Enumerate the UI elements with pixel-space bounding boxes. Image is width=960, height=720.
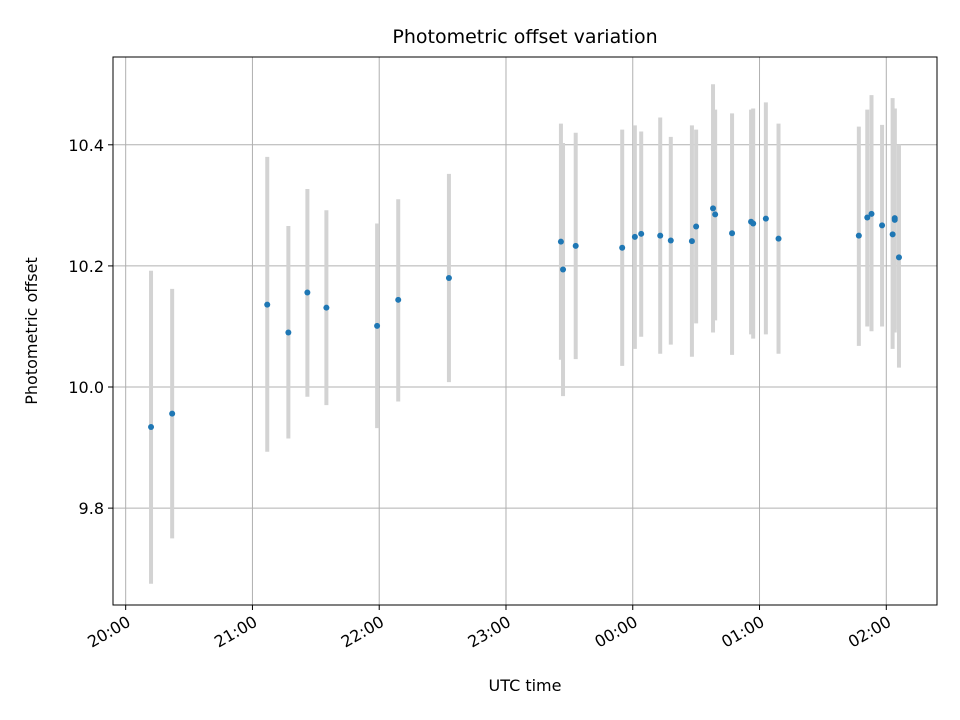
y-tick-label: 10.2 xyxy=(68,257,104,276)
x-tick-label: 22:00 xyxy=(338,612,387,652)
data-point xyxy=(775,235,782,242)
data-point xyxy=(304,289,311,296)
data-point xyxy=(895,254,902,261)
data-point xyxy=(891,215,898,222)
x-axis-ticks: 20:00 21:00 22:00 23:00 00:00 01:00 02:00 xyxy=(84,605,894,652)
data-point xyxy=(374,322,381,329)
data-point xyxy=(889,231,896,238)
plot-frame xyxy=(112,56,938,606)
data-point xyxy=(879,222,886,229)
x-tick-label: 20:00 xyxy=(84,612,133,652)
data-point xyxy=(693,223,700,230)
x-tick-label: 02:00 xyxy=(845,612,894,652)
data-point xyxy=(638,230,645,237)
x-axis-label: UTC time xyxy=(489,676,562,695)
data-point xyxy=(750,220,757,227)
data-point xyxy=(729,230,736,237)
y-tick-label: 10.4 xyxy=(68,136,104,155)
x-tick-label: 01:00 xyxy=(718,612,767,652)
data-point xyxy=(868,210,875,217)
data-point xyxy=(148,423,155,430)
data-point xyxy=(264,301,271,308)
data-point xyxy=(657,232,664,239)
y-tick-label: 9.8 xyxy=(79,499,104,518)
data-point xyxy=(395,296,402,303)
y-axis-label: Photometric offset xyxy=(22,257,41,405)
y-axis-ticks: 9.8 10.0 10.2 10.4 xyxy=(68,136,113,518)
data-point xyxy=(710,205,717,212)
data-points xyxy=(148,205,902,430)
x-tick-label: 23:00 xyxy=(465,612,514,652)
x-tick-label: 00:00 xyxy=(591,612,640,652)
data-point xyxy=(560,266,567,273)
grid xyxy=(113,57,937,605)
data-point xyxy=(619,244,626,251)
data-point xyxy=(285,329,292,336)
error-bars xyxy=(149,84,901,584)
chart-title: Photometric offset variation xyxy=(392,26,657,48)
data-point xyxy=(712,211,719,218)
y-tick-label: 10.0 xyxy=(68,378,104,397)
data-point xyxy=(688,238,695,245)
data-point xyxy=(323,304,330,311)
x-tick-label: 21:00 xyxy=(211,612,260,652)
data-point xyxy=(855,232,862,239)
data-point xyxy=(631,233,638,240)
data-point xyxy=(762,215,769,222)
data-point xyxy=(169,410,176,417)
data-point xyxy=(445,275,452,282)
data-point xyxy=(864,214,871,221)
data-point xyxy=(667,237,674,244)
data-point xyxy=(572,242,579,249)
data-point xyxy=(557,238,564,245)
